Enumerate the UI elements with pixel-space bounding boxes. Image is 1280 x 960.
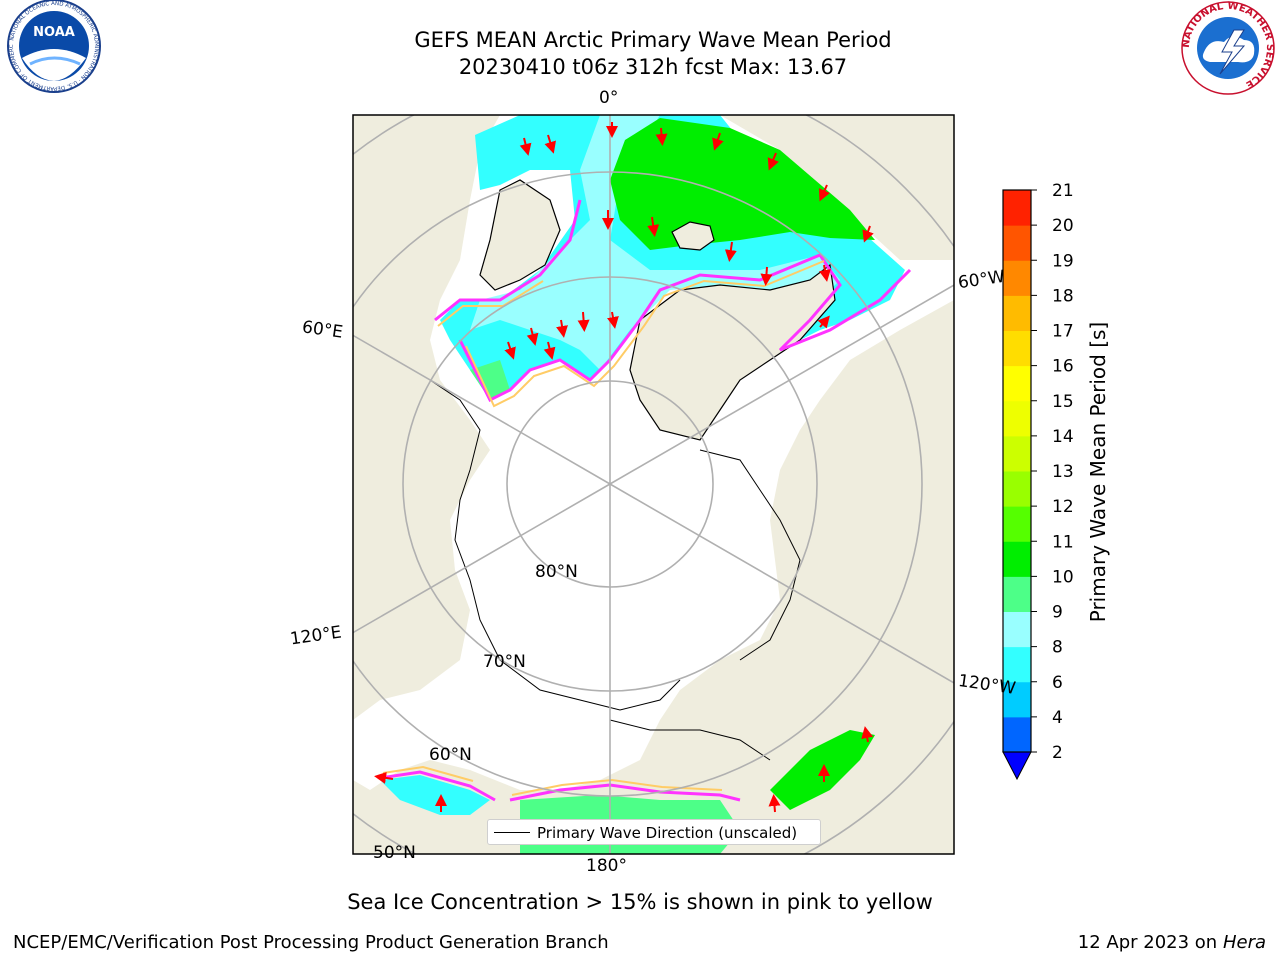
colorbar-tick-label: 11 <box>1052 532 1074 552</box>
greenland <box>629 263 836 441</box>
noaa-logo-text: NOAA <box>33 25 75 40</box>
colorbar-tick-label: 15 <box>1052 392 1074 412</box>
colorbar-box <box>1003 716 1031 753</box>
colorbar-box <box>1003 400 1031 437</box>
colorbar-box <box>1003 330 1031 367</box>
wave-direction-arrows <box>374 122 874 813</box>
colorbar-tick-label: 6 <box>1052 673 1063 693</box>
map-subtitle: 20230410 t06z 312h fcst Max: 13.67 <box>458 55 848 79</box>
graticule <box>353 115 954 854</box>
colorbar-tick-label: 20 <box>1052 216 1074 236</box>
colorbar-box <box>1003 541 1031 577</box>
colorbar-tick-label: 9 <box>1052 603 1063 623</box>
colorbar-tick-label: 21 <box>1052 181 1074 201</box>
sea-ice-note: Sea Ice Concentration > 15% is shown in … <box>347 890 933 914</box>
colorbar-box <box>1003 646 1031 683</box>
lat-label-70n: 70°N <box>483 652 526 672</box>
colorbar-tick-label: 19 <box>1052 251 1074 271</box>
wave-area-green <box>610 118 875 250</box>
noaa-logo: NOAA NATIONAL OCEANIC AND ATMOSPHERIC AD… <box>0 0 101 93</box>
footer-date-text: 12 Apr 2023 on <box>1077 932 1223 953</box>
sea-ice-edge-yellow <box>437 260 825 408</box>
lat-label-80n: 80°N <box>535 562 578 582</box>
colorbar-tick-label: 18 <box>1052 286 1074 306</box>
footer-machine: Hera <box>1222 932 1266 953</box>
coastline-russia <box>429 379 681 711</box>
colorbar-box <box>1003 506 1031 542</box>
legend-label: Primary Wave Direction (unscaled) <box>537 824 798 842</box>
coastline-alaska <box>609 719 771 761</box>
wave-area-light-cyan <box>470 115 840 370</box>
colorbar-tick-label: 14 <box>1052 427 1074 447</box>
colorbar-tick-label: 2 <box>1052 743 1063 763</box>
colorbar-box <box>1003 435 1031 472</box>
colorbar-box <box>1003 365 1031 402</box>
lon-label-180: 180° <box>586 856 627 876</box>
colorbar: 2 4 6 8 9 10 11 12 13 14 15 16 17 18 19 20 21 <box>1002 181 1074 781</box>
lat-label-60n: 60°N <box>429 745 472 765</box>
colorbar-box <box>1003 260 1031 296</box>
colorbar-tick-label: 12 <box>1052 497 1074 517</box>
footer-credit: NCEP/EMC/Verification Post Processing Pr… <box>13 932 609 953</box>
colorbar-box <box>1003 225 1031 261</box>
colorbar-title: Primary Wave Mean Period [s] <box>1086 321 1110 623</box>
footer-date: 12 Apr 2023 on Hera <box>1078 932 1266 953</box>
iceland <box>671 221 715 251</box>
wave-area-green-small <box>470 360 510 400</box>
nws-logo: NATIONAL WEATHER SERVICE <box>1181 1 1275 95</box>
colorbar-tick-label: 13 <box>1052 462 1074 482</box>
colorbar-tick-label: 4 <box>1052 708 1063 728</box>
scandinavia <box>479 179 561 291</box>
map-panel <box>353 115 954 854</box>
colorbar-box <box>1003 190 1031 226</box>
legend-line-sample <box>494 832 530 833</box>
lat-label-50n: 50°N <box>373 843 416 863</box>
colorbar-box <box>1003 295 1031 331</box>
sea-ice-edge-pacific <box>379 770 741 802</box>
colorbar-tick-label: 17 <box>1052 322 1074 342</box>
colorbar-box <box>1003 681 1031 718</box>
colorbar-tick-label: 16 <box>1052 357 1074 377</box>
map-legend: Primary Wave Direction (unscaled) <box>487 819 821 845</box>
map-frame <box>352 114 955 855</box>
colorbar-under-triangle <box>1002 751 1032 781</box>
lon-label-0: 0° <box>599 88 619 108</box>
colorbar-box <box>1003 576 1031 612</box>
sea-ice-edge <box>434 199 912 403</box>
colorbar-tick-label: 10 <box>1052 567 1074 587</box>
colorbar-tick-label: 8 <box>1052 638 1063 658</box>
colorbar-box <box>1003 611 1031 648</box>
coastline-canada <box>699 449 801 661</box>
map-title: GEFS MEAN Arctic Primary Wave Mean Perio… <box>414 28 892 52</box>
colorbar-box <box>1003 471 1031 507</box>
